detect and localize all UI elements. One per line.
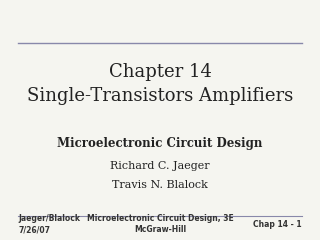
Text: Microelectronic Circuit Design, 3E
McGraw-Hill: Microelectronic Circuit Design, 3E McGra…	[87, 214, 233, 234]
Text: Microelectronic Circuit Design: Microelectronic Circuit Design	[57, 138, 263, 150]
Text: Chap 14 - 1: Chap 14 - 1	[253, 220, 302, 229]
Text: Chapter 14
Single-Transistors Amplifiers: Chapter 14 Single-Transistors Amplifiers	[27, 63, 293, 105]
Text: Richard C. Jaeger: Richard C. Jaeger	[110, 161, 210, 171]
Text: Jaeger/Blalock
7/26/07: Jaeger/Blalock 7/26/07	[18, 214, 80, 234]
Text: Travis N. Blalock: Travis N. Blalock	[112, 180, 208, 190]
